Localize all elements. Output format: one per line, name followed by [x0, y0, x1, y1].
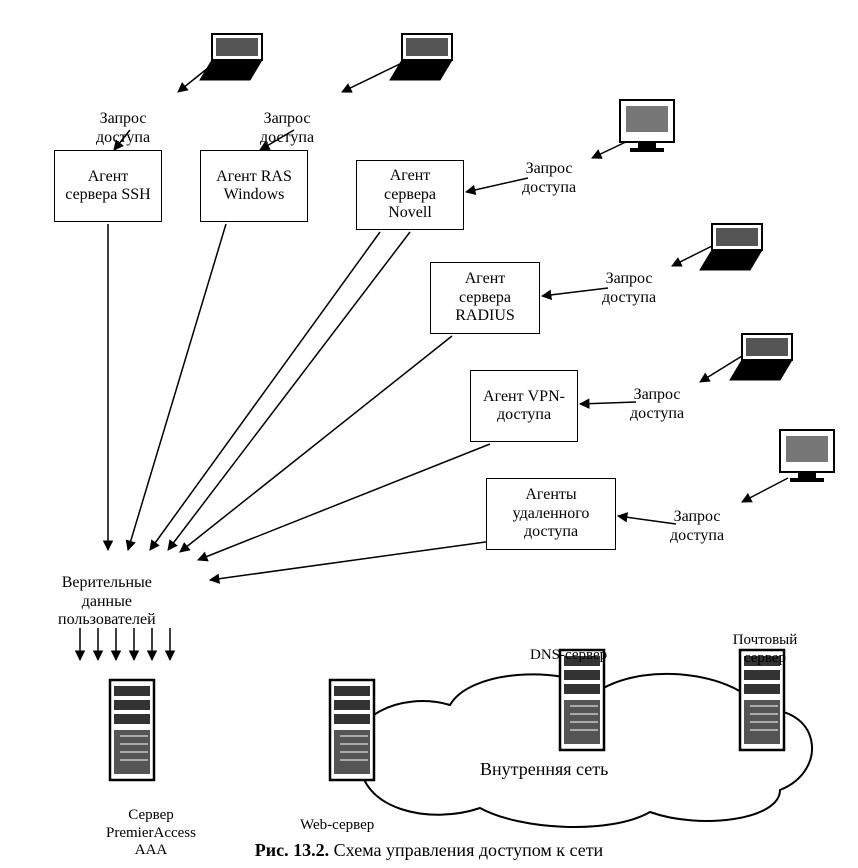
edge [542, 288, 608, 296]
agent-vpn-label: Агент VPN- доступа [477, 388, 571, 425]
request-label-2: Запрос доступа [260, 92, 314, 147]
edge [128, 224, 226, 550]
server-web-label: Web-сервер [300, 800, 374, 835]
agent-ssh-label: Агент сервера SSH [61, 168, 155, 205]
agent-ras-label: Агент RAS Windows [207, 168, 301, 205]
edge [342, 60, 408, 92]
agent-remote-label: Агенты удаленного доступа [493, 486, 609, 541]
request-label-3: Запрос доступа [522, 142, 576, 197]
agent-novell-box: Агент сервера Novell [356, 160, 464, 230]
monitor-icon [780, 430, 834, 482]
agent-vpn-box: Агент VPN- доступа [470, 370, 578, 442]
edge [592, 140, 630, 158]
request-label-1-text: Запрос доступа [96, 110, 150, 145]
request-label-4-text: Запрос доступа [602, 270, 656, 305]
laptop-icon [390, 34, 452, 80]
credential-data-label: Верительные данные пользователей [58, 556, 156, 630]
server-mail-text: Почтовый сервер [733, 632, 798, 665]
edge [178, 60, 218, 92]
edge [466, 178, 528, 192]
edge [198, 444, 490, 560]
agent-radius-box: Агент сервера RADIUS [430, 262, 540, 334]
edge [168, 232, 410, 550]
cloud-label: Внутренняя сеть [480, 738, 608, 779]
cloud-label-text: Внутренняя сеть [480, 759, 608, 779]
server-icon [560, 650, 604, 750]
laptop-icon [700, 224, 762, 270]
request-label-3-text: Запрос доступа [522, 160, 576, 195]
server-icon [110, 680, 154, 780]
server-icon [330, 680, 374, 780]
request-label-2-text: Запрос доступа [260, 110, 314, 145]
agent-ras-box: Агент RAS Windows [200, 150, 308, 222]
agent-radius-label: Агент сервера RADIUS [437, 270, 533, 325]
server-dns-label: DNS-сервер [530, 630, 607, 665]
request-label-5: Запрос доступа [630, 368, 684, 423]
agent-novell-label: Агент сервера Novell [363, 167, 457, 222]
agent-ssh-box: Агент сервера SSH [54, 150, 162, 222]
request-label-4: Запрос доступа [602, 252, 656, 307]
credential-data-text: Верительные данные пользователей [58, 574, 156, 628]
figure-caption: Рис. 13.2. Схема управления доступом к с… [0, 840, 858, 861]
caption-prefix: Рис. 13.2. [255, 840, 329, 860]
request-label-6: Запрос доступа [670, 490, 724, 545]
request-label-6-text: Запрос доступа [670, 508, 724, 543]
edge [580, 402, 636, 404]
agent-remote-box: Агенты удаленного доступа [486, 478, 616, 550]
laptop-icon [730, 334, 792, 380]
edge [150, 232, 380, 550]
edge [672, 246, 712, 266]
edge [210, 540, 500, 580]
edge [742, 478, 788, 502]
server-mail-label: Почтовый сервер [710, 615, 820, 667]
edge [180, 336, 452, 552]
request-label-5-text: Запрос доступа [630, 386, 684, 421]
laptop-icon [200, 34, 262, 80]
server-dns-text: DNS-сервер [530, 647, 607, 663]
diagram-canvas: Агент сервера SSH Агент RAS Windows Аген… [0, 0, 858, 868]
request-label-1: Запрос доступа [96, 92, 150, 147]
monitor-icon [620, 100, 674, 152]
server-web-text: Web-сервер [300, 817, 374, 833]
edge [700, 356, 742, 382]
edge [618, 516, 676, 524]
caption-text: Схема управления доступом к сети [334, 840, 604, 860]
